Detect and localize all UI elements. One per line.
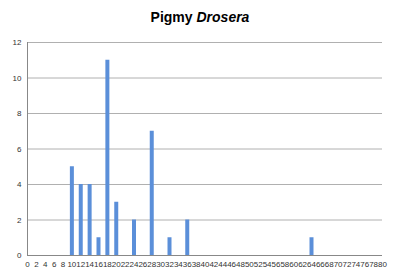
svg-text:10: 10 <box>13 74 22 83</box>
svg-text:80: 80 <box>378 260 387 269</box>
svg-text:12: 12 <box>13 38 22 47</box>
svg-text:6: 6 <box>52 260 57 269</box>
svg-text:6: 6 <box>17 145 22 154</box>
svg-text:8: 8 <box>61 260 66 269</box>
svg-text:0: 0 <box>25 260 30 269</box>
svg-text:8: 8 <box>17 109 22 118</box>
svg-text:2: 2 <box>17 216 22 225</box>
html-text:10 12 14 16 18 20 22 24 26 28: 10 12 14 16 18 20 22 24 26 28 30 32 34 3… <box>67 260 379 270</box>
svg-text:4: 4 <box>17 180 22 189</box>
html-text:Pigmy Drosera: Pigmy Drosera <box>150 9 250 25</box>
svg-text:0: 0 <box>17 251 22 260</box>
svg-text:2: 2 <box>34 260 39 269</box>
svg-text:4: 4 <box>43 260 48 269</box>
